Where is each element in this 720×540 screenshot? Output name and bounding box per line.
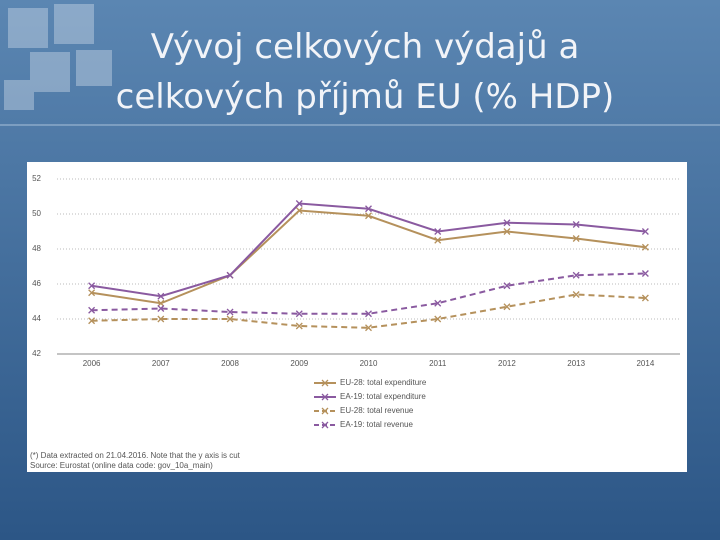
point-marker xyxy=(88,317,96,325)
series-line xyxy=(91,272,646,315)
legend-label: EA-19: total expenditure xyxy=(340,392,426,401)
x-tick-label: 2013 xyxy=(567,359,585,368)
point-marker xyxy=(572,235,580,242)
slide-title: celkových příjmů EU (% HDP) xyxy=(116,77,615,117)
x-tick-label: 2010 xyxy=(360,359,378,368)
point-marker xyxy=(226,271,234,279)
point-marker xyxy=(157,315,165,323)
point-marker xyxy=(572,221,580,228)
point-marker xyxy=(88,306,96,314)
point-marker xyxy=(434,299,442,307)
legend-marker xyxy=(321,407,329,415)
x-tick-label: 2012 xyxy=(498,359,516,368)
point-marker xyxy=(365,205,372,213)
legend-marker xyxy=(321,421,329,429)
point-marker xyxy=(434,315,442,323)
point-marker xyxy=(365,310,372,318)
point-marker xyxy=(295,200,303,207)
y-tick-label: 44 xyxy=(32,314,41,323)
point-marker xyxy=(503,303,511,311)
point-marker xyxy=(157,305,165,312)
point-marker xyxy=(434,236,442,244)
x-tick-label: 2007 xyxy=(152,359,170,368)
footnote: Source: Eurostat (online data code: gov_… xyxy=(30,461,213,470)
y-tick-label: 48 xyxy=(32,244,41,253)
footnote: (*) Data extracted on 21.04.2016. Note t… xyxy=(30,451,241,460)
point-marker xyxy=(226,308,234,316)
point-marker xyxy=(503,228,511,235)
point-marker xyxy=(641,294,649,302)
legend-label: EA-19: total revenue xyxy=(340,420,413,429)
point-marker xyxy=(434,228,442,235)
legend-label: EU-28: total revenue xyxy=(340,406,414,415)
point-marker xyxy=(365,212,372,220)
x-tick-label: 2006 xyxy=(83,359,101,368)
y-tick-label: 46 xyxy=(32,279,41,288)
point-marker xyxy=(641,243,649,251)
y-tick-label: 50 xyxy=(32,209,41,218)
point-marker xyxy=(295,322,303,330)
point-marker xyxy=(226,315,234,323)
point-marker xyxy=(295,207,303,214)
puzzle-decoration xyxy=(4,4,112,110)
point-marker xyxy=(572,291,580,298)
point-marker xyxy=(572,271,580,279)
point-marker xyxy=(641,228,649,235)
point-marker xyxy=(88,282,96,290)
series-line xyxy=(91,293,646,329)
x-tick-label: 2009 xyxy=(290,359,308,368)
point-marker xyxy=(157,292,165,300)
y-tick-label: 52 xyxy=(32,174,41,183)
legend-marker xyxy=(321,393,329,401)
point-marker xyxy=(88,289,96,297)
slide-title: Vývoj celkových výdajů a xyxy=(151,27,580,67)
legend-marker xyxy=(321,379,329,387)
point-marker xyxy=(503,282,511,290)
legend-label: EU-28: total expenditure xyxy=(340,378,427,387)
x-tick-label: 2011 xyxy=(429,359,447,368)
x-tick-label: 2014 xyxy=(636,359,654,368)
point-marker xyxy=(295,310,303,318)
point-marker xyxy=(365,324,372,332)
x-tick-label: 2008 xyxy=(221,359,239,368)
point-marker xyxy=(157,299,165,307)
point-marker xyxy=(503,219,511,227)
y-tick-label: 42 xyxy=(32,349,41,358)
point-marker xyxy=(641,270,649,277)
